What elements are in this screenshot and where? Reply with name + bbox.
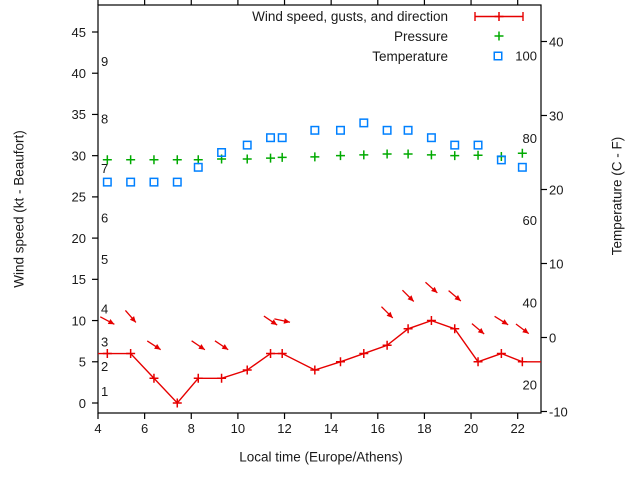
right-axis-title: Temperature (C - F) (609, 136, 625, 256)
svg-text:1: 1 (101, 384, 108, 399)
wind-speed-series (98, 316, 541, 408)
svg-text:80: 80 (523, 131, 537, 146)
svg-text:2: 2 (101, 359, 108, 374)
svg-text:7: 7 (101, 161, 108, 176)
gust-arrows-series (99, 281, 530, 351)
x-axis-ticks: 4 6 8 10 12 14 16 18 20 22 (94, 0, 525, 436)
svg-text:12: 12 (277, 421, 291, 436)
svg-text:20: 20 (549, 182, 563, 197)
svg-text:100: 100 (515, 49, 537, 64)
svg-text:22: 22 (510, 421, 524, 436)
beaufort-inner-labels: 1 2 3 4 5 6 7 8 9 (101, 54, 108, 399)
y-right-ticks: -10 0 10 20 30 40 (541, 34, 568, 419)
fahrenheit-inner-labels: 20 40 60 80 100 (515, 49, 537, 393)
temperature-series (102, 118, 527, 187)
y-left-ticks: 0 5 10 15 20 25 30 35 40 45 (72, 25, 98, 411)
left-axis-title: Wind speed (kt - Beaufort) (11, 130, 27, 288)
svg-text:40: 40 (523, 295, 537, 310)
svg-text:18: 18 (417, 421, 431, 436)
svg-text:14: 14 (324, 421, 338, 436)
svg-text:10: 10 (231, 421, 245, 436)
svg-text:40: 40 (72, 66, 86, 81)
svg-text:4: 4 (101, 301, 108, 316)
svg-text:10: 10 (549, 256, 563, 271)
svg-text:9: 9 (101, 54, 108, 69)
svg-text:-10: -10 (549, 404, 568, 419)
svg-text:10: 10 (72, 313, 86, 328)
svg-text:5: 5 (101, 252, 108, 267)
svg-text:4: 4 (94, 421, 101, 436)
svg-text:20: 20 (464, 421, 478, 436)
svg-text:45: 45 (72, 25, 86, 40)
x-axis-title: Local time (Europe/Athens) (239, 449, 403, 465)
svg-text:40: 40 (549, 34, 563, 49)
legend-label-pressure: Pressure (393, 28, 448, 44)
svg-text:8: 8 (101, 112, 108, 127)
svg-text:35: 35 (72, 107, 86, 122)
svg-text:0: 0 (79, 396, 86, 411)
svg-text:30: 30 (549, 108, 563, 123)
legend-label-temperature: Temperature (372, 48, 448, 64)
svg-text:8: 8 (188, 421, 195, 436)
svg-text:16: 16 (371, 421, 385, 436)
svg-text:6: 6 (101, 211, 108, 226)
svg-text:25: 25 (72, 190, 86, 205)
legend-label-wind: Wind speed, gusts, and direction (252, 9, 448, 24)
svg-text:6: 6 (141, 421, 148, 436)
svg-text:60: 60 (523, 213, 537, 228)
pressure-series (102, 148, 527, 165)
svg-text:20: 20 (72, 231, 86, 246)
svg-text:0: 0 (549, 330, 556, 345)
svg-text:15: 15 (72, 272, 86, 287)
svg-text:20: 20 (523, 378, 537, 393)
svg-text:5: 5 (79, 355, 86, 370)
legend-samples (474, 12, 524, 61)
svg-text:30: 30 (72, 148, 86, 163)
svg-text:3: 3 (101, 334, 108, 349)
plot-border (97, 4, 542, 414)
